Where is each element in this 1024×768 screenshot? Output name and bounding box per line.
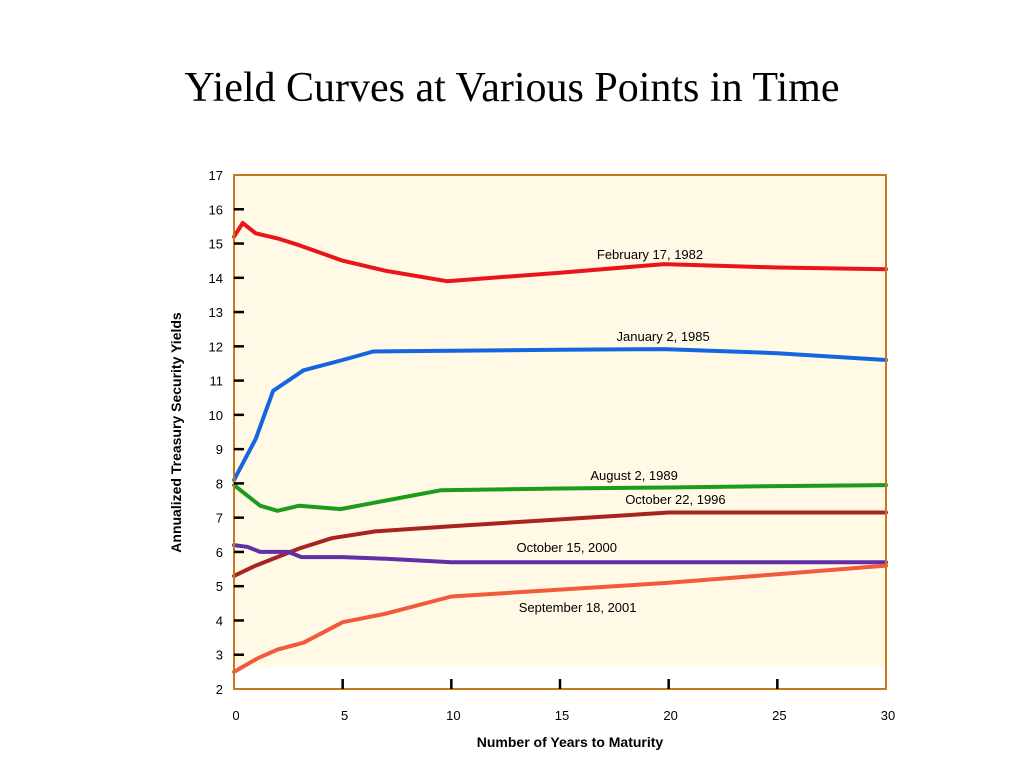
plot-area [234,175,886,667]
x-tick-label: 25 [772,708,786,723]
axis-layer: 2 3 4 5 6 7 8 9 10 11 12 13 14 15 16 17 0 5 10 15 20 25 30 [209,168,896,723]
series-line-2 [232,483,888,513]
y-tick-label: 15 [209,237,223,252]
series-label-5: September 18, 2001 [519,600,637,615]
y-tick-label: 4 [216,613,223,628]
y-tick-label: 16 [209,202,223,217]
y-tick-label: 2 [216,682,223,697]
y-tick-label: 14 [209,271,223,286]
y-axis-title: Annualized Treasury Security Yields [168,312,184,553]
y-tick-label: 7 [216,511,223,526]
x-tick-label: 5 [341,708,348,723]
x-tick-label: 15 [555,708,569,723]
y-tick-label: 13 [209,305,223,320]
series-line-5 [232,563,888,674]
series-line-1 [232,347,888,482]
series-label-0: February 17, 1982 [597,247,703,262]
x-tick-label: 20 [663,708,677,723]
y-tick-label: 8 [216,476,223,491]
x-tick-label: 0 [232,708,239,723]
x-axis-title: Number of Years to Maturity [477,734,664,750]
series-label-2: August 2, 1989 [590,468,677,483]
series-line-0 [232,221,888,284]
y-tick-label: 12 [209,339,223,354]
series-line-3 [232,510,888,578]
y-tick-label: 10 [209,408,223,423]
series-line-4 [232,543,888,565]
series-layer [232,221,888,674]
page-title: Yield Curves at Various Points in Time [184,65,840,111]
y-tick-label: 6 [216,545,223,560]
y-tick-label: 11 [210,374,224,389]
y-tick-label: 3 [216,648,223,663]
y-tick-label: 17 [209,168,223,183]
label-layer: February 17, 1982 January 2, 1985 August 2… [517,247,726,615]
y-tick-label: 5 [216,579,223,594]
series-label-1: January 2, 1985 [617,329,710,344]
series-label-3: October 22, 1996 [625,492,725,507]
x-tick-label: 30 [881,708,895,723]
y-tick-label: 9 [216,442,223,457]
series-label-4: October 15, 2000 [517,540,617,555]
x-tick-label: 10 [446,708,460,723]
